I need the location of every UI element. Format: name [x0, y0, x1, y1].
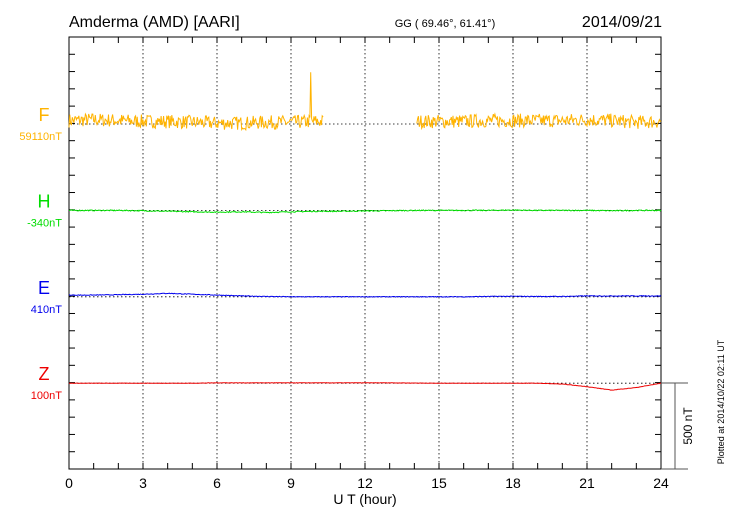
plotted-note: Plotted at 2014/10/22 02:11 UT	[716, 339, 726, 464]
trace-E	[68, 292, 662, 298]
scale-bar: 500 nT	[661, 382, 695, 470]
series-label-Z: Z	[39, 364, 50, 384]
x-tick-label: 18	[505, 475, 521, 491]
chart-date: 2014/09/21	[582, 14, 662, 31]
x-tick-label: 15	[431, 475, 447, 491]
x-tick-label: 0	[65, 475, 73, 491]
trace-Z	[68, 382, 662, 391]
x-tick-label: 12	[357, 475, 373, 491]
trace-H	[68, 209, 662, 214]
series-label-E: E	[38, 278, 50, 298]
x-tick-label: 24	[653, 475, 669, 491]
x-tick-label: 21	[579, 475, 595, 491]
series-label-H: H	[38, 191, 51, 211]
series-label-F: F	[39, 105, 50, 125]
trace-F	[68, 72, 662, 132]
baseline-label-F: 59110nT	[19, 131, 62, 143]
x-tick-label: 3	[139, 475, 147, 491]
x-tick-label: 9	[287, 475, 295, 491]
chart-title: Amderma (AMD) [AARI]	[69, 14, 240, 31]
scale-bar-label: 500 nT	[681, 407, 695, 445]
station-coordinates: GG ( 69.46°, 61.41°)	[395, 18, 496, 30]
baseline-label-H: -340nT	[27, 217, 62, 229]
baseline-label-Z: 100nT	[31, 390, 62, 402]
x-tick-label: 6	[213, 475, 221, 491]
x-axis-label: U T (hour)	[333, 491, 396, 507]
baseline-label-E: 410nT	[31, 304, 62, 316]
